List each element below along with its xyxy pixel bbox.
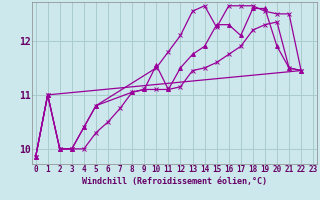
X-axis label: Windchill (Refroidissement éolien,°C): Windchill (Refroidissement éolien,°C) [82, 177, 267, 186]
